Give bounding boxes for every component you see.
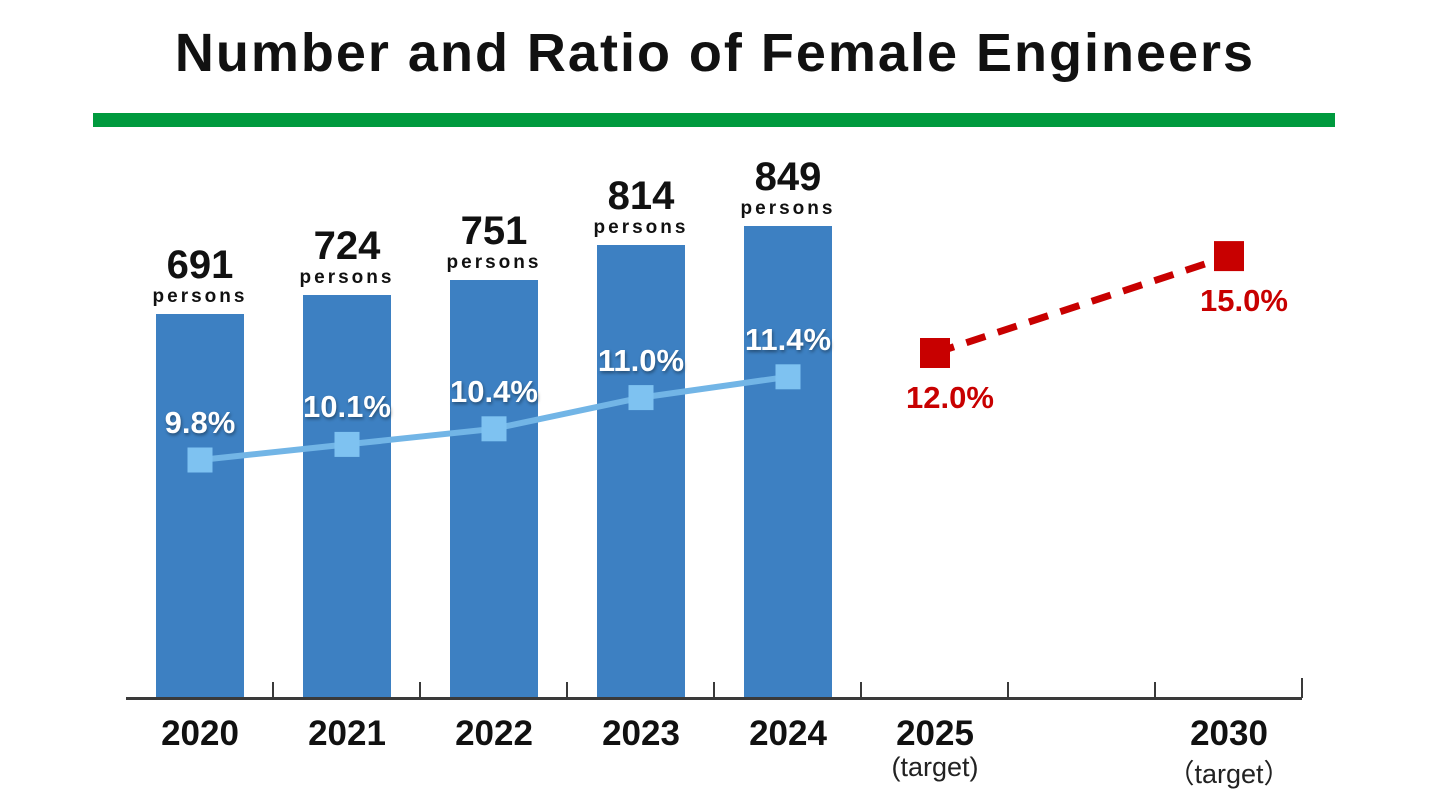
- chart-title: Number and Ratio of Female Engineers: [174, 23, 1256, 83]
- x-axis-tick: [713, 682, 715, 698]
- target-line: [933, 252, 1231, 357]
- bar-value-label: 751: [460, 209, 528, 254]
- bar-unit-label: persons: [299, 267, 395, 289]
- x-axis-tick: [566, 682, 568, 698]
- ratio-marker-2023: [628, 385, 654, 411]
- bar-2024: [744, 226, 832, 698]
- x-axis-tick: [272, 682, 274, 698]
- bar-label-block: 691 persons: [153, 245, 248, 308]
- bar-value-label: 814: [607, 174, 675, 219]
- x-axis-label-2025: 2025: [896, 714, 974, 753]
- bar-unit-label: persons: [740, 198, 836, 220]
- bar-value-label: 724: [313, 224, 381, 269]
- bar-unit-label: persons: [152, 286, 248, 308]
- x-axis-label-2030: 2030: [1190, 714, 1268, 753]
- bar-value-label: 691: [166, 243, 234, 288]
- x-axis-label-2020: 2020: [161, 714, 239, 753]
- ratio-value-label: 10.1%: [303, 389, 391, 425]
- x-axis-sublabel-2025: (target): [891, 752, 979, 782]
- green-divider: [93, 113, 1335, 127]
- ratio-marker-2021: [334, 431, 360, 457]
- bar-2020: [156, 314, 244, 698]
- target-value-label: 15.0%: [1200, 283, 1288, 319]
- x-axis-label-2023: 2023: [602, 714, 680, 753]
- x-axis-label-2024: 2024: [749, 714, 827, 753]
- bar-2023: [597, 245, 685, 698]
- x-axis-label-2022: 2022: [455, 714, 533, 753]
- x-axis-sublabel-2030: （target）: [1167, 759, 1291, 789]
- ratio-value-label: 10.4%: [450, 373, 538, 409]
- ratio-value-label: 11.0%: [597, 342, 685, 378]
- ratio-marker-2020: [187, 447, 213, 473]
- target-marker-2025: [920, 338, 950, 368]
- ratio-marker-2022: [481, 416, 507, 442]
- bar-label-block: 724 persons: [300, 226, 395, 289]
- ratio-value-label: 11.4%: [744, 321, 832, 357]
- bar-2022: [450, 280, 538, 698]
- x-axis-tick: [1154, 682, 1156, 698]
- x-axis-line: [126, 697, 1302, 700]
- bar-label-block: 814 persons: [594, 176, 689, 239]
- x-axis-label-2021: 2021: [308, 714, 386, 753]
- bar-2021: [303, 295, 391, 698]
- target-value-label: 12.0%: [906, 380, 994, 415]
- x-axis-tick: [1007, 682, 1009, 698]
- bar-unit-label: persons: [593, 217, 689, 239]
- bar-value-label: 849: [754, 155, 822, 200]
- ratio-marker-2024: [775, 364, 801, 390]
- bar-label-block: 849 persons: [741, 157, 836, 220]
- target-marker-2030: [1214, 241, 1244, 272]
- x-axis-tick: [1301, 678, 1303, 698]
- x-axis-tick: [419, 682, 421, 698]
- x-axis-tick: [860, 682, 862, 698]
- bar-label-block: 751 persons: [447, 211, 542, 274]
- bar-unit-label: persons: [446, 252, 542, 274]
- ratio-value-label: 9.8%: [164, 405, 236, 440]
